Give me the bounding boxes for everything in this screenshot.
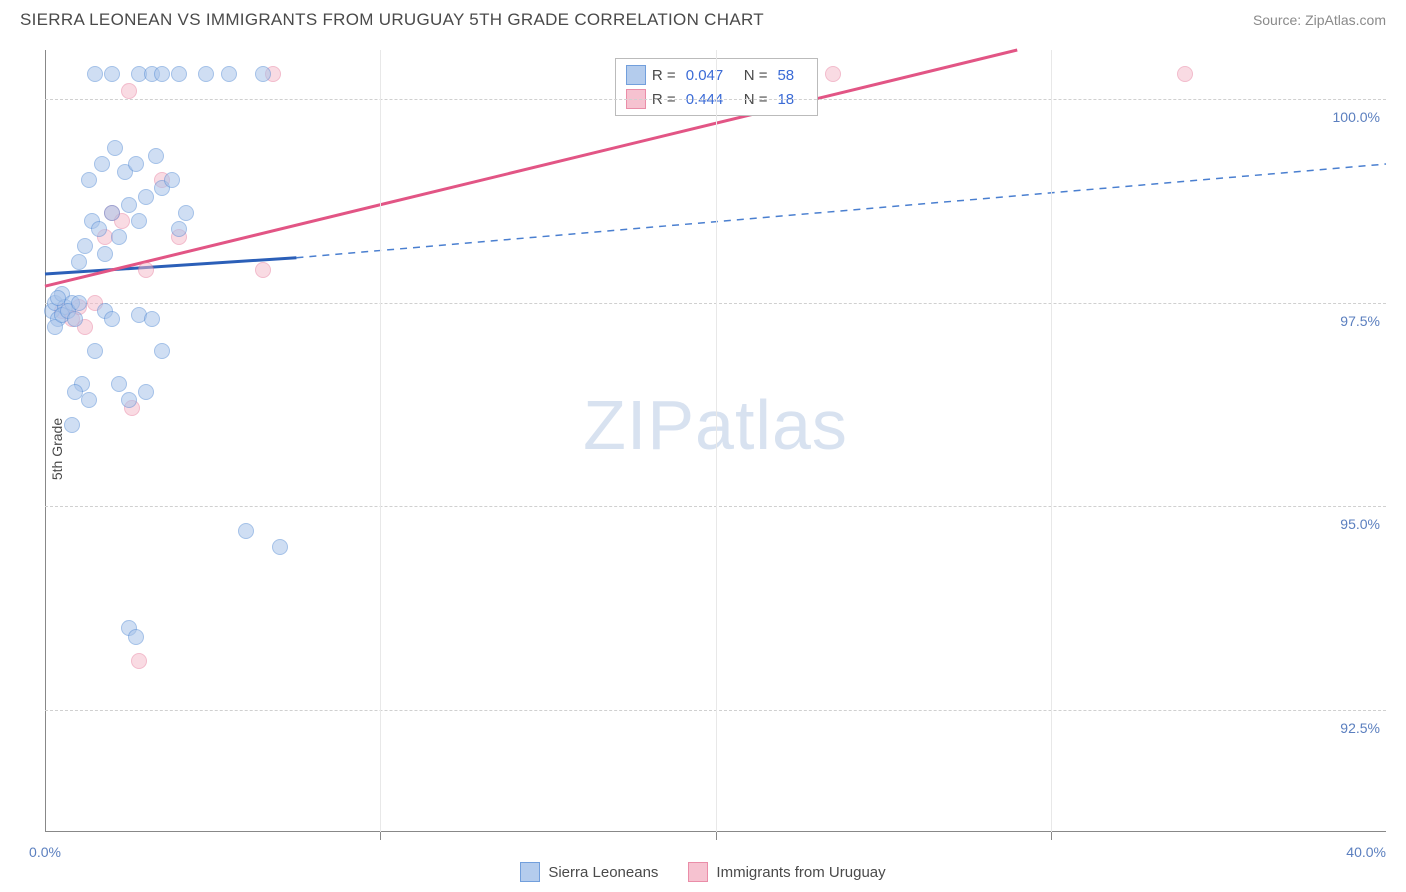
plot-region: ZIPatlas R = 0.047 N = 58 R = 0.444 N = … [45,50,1386,832]
data-point [255,66,271,82]
data-point [128,156,144,172]
data-point [77,238,93,254]
data-point [104,205,120,221]
data-point [144,311,160,327]
data-point [171,221,187,237]
legend-item-blue: Sierra Leoneans [520,862,658,882]
data-point [238,523,254,539]
data-point [104,66,120,82]
data-point [81,392,97,408]
data-point [131,213,147,229]
swatch-pink-icon [688,862,708,882]
r-value-blue: 0.047 [686,67,738,84]
legend-label-blue: Sierra Leoneans [548,864,658,881]
gridline-v [1051,50,1052,832]
data-point [272,539,288,555]
legend-row-blue: R = 0.047 N = 58 [626,63,808,87]
chart-header: SIERRA LEONEAN VS IMMIGRANTS FROM URUGUA… [0,0,1406,38]
x-tick-mark [1051,832,1052,840]
data-point [138,262,154,278]
data-point [121,197,137,213]
data-point [104,311,120,327]
data-point [154,66,170,82]
data-point [121,392,137,408]
n-label: N = [744,67,768,84]
legend-item-pink: Immigrants from Uruguay [688,862,885,882]
data-point [164,172,180,188]
data-point [87,343,103,359]
x-tick-left: 0.0% [29,844,61,860]
swatch-blue [626,65,646,85]
data-point [154,343,170,359]
correlation-legend: R = 0.047 N = 58 R = 0.444 N = 18 [615,58,819,116]
gridline-v [380,50,381,832]
data-point [221,66,237,82]
data-point [825,66,841,82]
chart-source: Source: ZipAtlas.com [1253,12,1386,28]
r-label: R = [652,67,676,84]
x-tick-mark [380,832,381,840]
data-point [71,295,87,311]
data-point [171,66,187,82]
swatch-blue-icon [520,862,540,882]
n-value-blue: 58 [777,67,807,84]
data-point [87,66,103,82]
y-tick-label: 92.5% [1340,720,1380,736]
data-point [111,376,127,392]
data-point [1177,66,1193,82]
data-point [138,384,154,400]
y-tick-label: 95.0% [1340,516,1380,532]
data-point [178,205,194,221]
data-point [121,83,137,99]
gridline-v [716,50,717,832]
data-point [111,229,127,245]
data-point [128,629,144,645]
chart-area: 5th Grade ZIPatlas R = 0.047 N = 58 R = … [45,50,1386,832]
data-point [107,140,123,156]
data-point [81,172,97,188]
data-point [94,156,110,172]
chart-title: SIERRA LEONEAN VS IMMIGRANTS FROM URUGUA… [20,10,764,30]
data-point [97,246,113,262]
data-point [64,417,80,433]
data-point [148,148,164,164]
data-point [138,189,154,205]
series-legend: Sierra Leoneans Immigrants from Uruguay [0,862,1406,882]
y-tick-label: 100.0% [1333,109,1380,125]
data-point [255,262,271,278]
data-point [131,653,147,669]
y-tick-label: 97.5% [1340,313,1380,329]
legend-label-pink: Immigrants from Uruguay [716,864,885,881]
data-point [67,311,83,327]
data-point [198,66,214,82]
data-point [91,221,107,237]
x-tick-mark [716,832,717,840]
data-point [71,254,87,270]
x-tick-right: 40.0% [1346,844,1386,860]
